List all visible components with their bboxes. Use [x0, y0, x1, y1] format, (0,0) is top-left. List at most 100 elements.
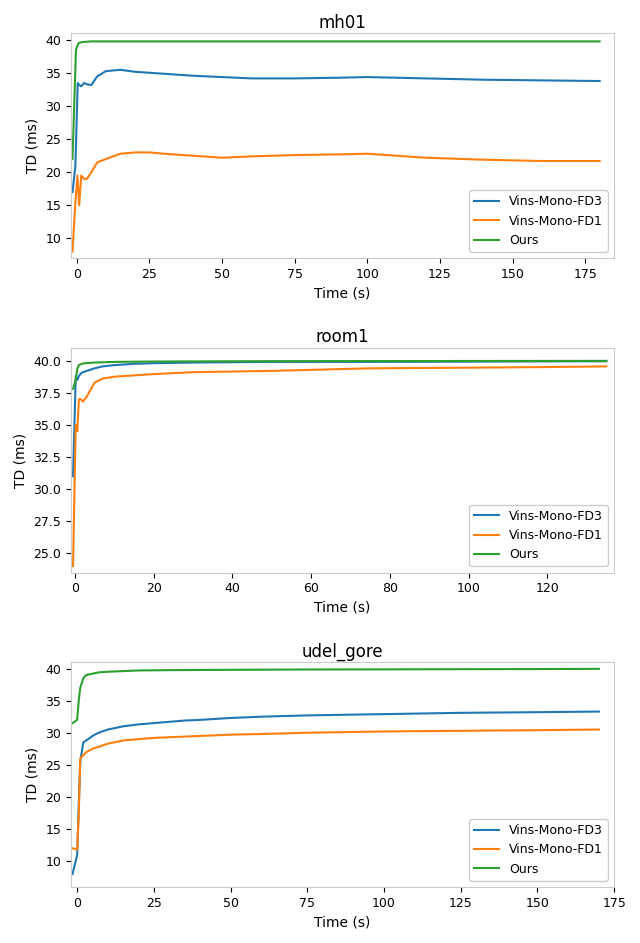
Vins-Mono-FD1	[602, 361, 610, 372]
Line: Vins-Mono-FD3: Vins-Mono-FD3	[73, 361, 606, 476]
Vins-Mono-FD1	[74, 844, 81, 855]
Vins-Mono-FD3	[227, 712, 234, 723]
Vins-Mono-FD1	[189, 367, 197, 378]
Vins-Mono-FD1	[80, 174, 88, 185]
Vins-Mono-FD1	[595, 724, 603, 736]
Ours	[79, 37, 86, 48]
Vins-Mono-FD1	[120, 735, 127, 746]
Line: Vins-Mono-FD1: Vins-Mono-FD1	[72, 730, 599, 850]
Vins-Mono-FD3	[102, 65, 109, 76]
Vins-Mono-FD3	[83, 365, 91, 376]
Ours	[247, 36, 255, 47]
Line: Vins-Mono-FD3: Vins-Mono-FD3	[72, 70, 600, 192]
Ours	[74, 38, 82, 49]
Vins-Mono-FD3	[189, 70, 197, 81]
Ours	[74, 714, 81, 725]
Vins-Mono-FD3	[74, 849, 81, 860]
Vins-Mono-FD3	[75, 371, 83, 382]
Vins-Mono-FD3	[76, 756, 84, 768]
Vins-Mono-FD3	[130, 358, 138, 370]
Vins-Mono-FD3	[74, 77, 81, 89]
Legend: Vins-Mono-FD3, Vins-Mono-FD1, Ours: Vins-Mono-FD3, Vins-Mono-FD1, Ours	[469, 505, 608, 566]
Ours	[534, 663, 541, 674]
Vins-Mono-FD3	[116, 64, 124, 75]
Ours	[596, 36, 604, 47]
Vins-Mono-FD1	[364, 148, 371, 159]
Vins-Mono-FD3	[196, 714, 204, 725]
Vins-Mono-FD3	[165, 716, 173, 727]
Title: mh01: mh01	[319, 14, 367, 32]
Vins-Mono-FD1	[75, 811, 83, 822]
Vins-Mono-FD3	[303, 710, 311, 721]
Ours	[102, 36, 109, 47]
Vins-Mono-FD3	[335, 72, 342, 83]
Ours	[72, 44, 80, 56]
Vins-Mono-FD3	[83, 78, 91, 90]
Vins-Mono-FD1	[77, 170, 85, 181]
Vins-Mono-FD1	[257, 728, 265, 739]
Vins-Mono-FD1	[422, 152, 429, 163]
Line: Vins-Mono-FD3: Vins-Mono-FD3	[72, 712, 599, 874]
Title: room1: room1	[316, 328, 369, 346]
Vins-Mono-FD1	[91, 377, 99, 389]
Vins-Mono-FD3	[160, 68, 168, 79]
Vins-Mono-FD1	[93, 157, 101, 168]
Vins-Mono-FD1	[89, 743, 97, 754]
Vins-Mono-FD1	[77, 393, 84, 405]
Ours	[83, 670, 90, 681]
Vins-Mono-FD3	[72, 371, 79, 382]
Ours	[465, 356, 472, 367]
Vins-Mono-FD1	[268, 365, 276, 376]
Ours	[165, 665, 173, 676]
Vins-Mono-FD1	[74, 170, 81, 181]
Vins-Mono-FD1	[465, 362, 472, 373]
Vins-Mono-FD1	[79, 750, 87, 761]
Vins-Mono-FD1	[104, 738, 112, 750]
Vins-Mono-FD3	[79, 736, 87, 748]
Vins-Mono-FD3	[80, 77, 88, 89]
Ours	[76, 682, 84, 693]
Ours	[79, 672, 87, 684]
Vins-Mono-FD3	[543, 356, 551, 367]
Line: Ours: Ours	[72, 669, 599, 723]
Vins-Mono-FD1	[218, 152, 226, 163]
Ours	[134, 665, 142, 676]
Vins-Mono-FD1	[68, 843, 76, 854]
Vins-Mono-FD1	[160, 148, 168, 159]
Vins-Mono-FD3	[88, 79, 95, 91]
Vins-Mono-FD3	[77, 368, 84, 379]
Vins-Mono-FD3	[180, 715, 188, 726]
Vins-Mono-FD3	[364, 72, 371, 83]
X-axis label: Time (s): Time (s)	[314, 287, 371, 301]
Ours	[76, 37, 84, 48]
Vins-Mono-FD1	[116, 148, 124, 159]
Ours	[68, 154, 76, 165]
Vins-Mono-FD1	[75, 393, 83, 405]
Vins-Mono-FD1	[130, 370, 138, 381]
Ours	[89, 668, 97, 679]
Vins-Mono-FD1	[95, 741, 102, 753]
Ours	[68, 718, 76, 729]
Vins-Mono-FD3	[366, 356, 374, 368]
Vins-Mono-FD1	[134, 734, 142, 745]
Vins-Mono-FD1	[131, 147, 139, 158]
Vins-Mono-FD3	[75, 801, 83, 812]
Vins-Mono-FD3	[150, 718, 157, 729]
Vins-Mono-FD3	[602, 356, 610, 367]
Vins-Mono-FD1	[83, 746, 90, 757]
Vins-Mono-FD1	[88, 167, 95, 178]
Vins-Mono-FD1	[150, 732, 157, 743]
Vins-Mono-FD3	[534, 706, 541, 718]
Vins-Mono-FD1	[146, 147, 154, 158]
Vins-Mono-FD1	[83, 174, 91, 185]
Ours	[75, 359, 83, 371]
Vins-Mono-FD3	[257, 711, 265, 722]
Ours	[74, 363, 81, 374]
Vins-Mono-FD3	[79, 367, 86, 378]
Vins-Mono-FD3	[268, 356, 276, 368]
Vins-Mono-FD1	[457, 725, 465, 736]
Vins-Mono-FD1	[76, 200, 83, 211]
Vins-Mono-FD3	[74, 374, 81, 386]
Vins-Mono-FD3	[72, 160, 79, 172]
X-axis label: Time (s): Time (s)	[314, 915, 371, 929]
